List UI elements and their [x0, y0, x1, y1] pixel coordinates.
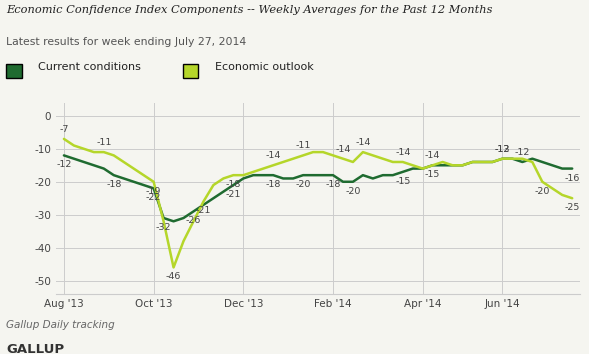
Text: -12: -12	[515, 148, 530, 157]
Text: -18: -18	[266, 180, 281, 189]
Text: -14: -14	[395, 148, 411, 157]
Text: Gallup Daily tracking: Gallup Daily tracking	[6, 320, 115, 330]
Text: -15: -15	[425, 170, 441, 179]
Text: -14: -14	[335, 145, 350, 154]
Text: -11: -11	[96, 138, 111, 147]
Text: -14: -14	[425, 152, 441, 160]
Text: -13: -13	[495, 145, 510, 154]
Text: Economic Confidence Index Components -- Weekly Averages for the Past 12 Months: Economic Confidence Index Components -- …	[6, 5, 492, 15]
Text: -32: -32	[156, 223, 171, 232]
Text: Economic outlook: Economic outlook	[215, 62, 314, 72]
Text: -15: -15	[395, 177, 411, 186]
Text: -19: -19	[146, 187, 161, 196]
Text: GALLUP: GALLUP	[6, 343, 64, 354]
Text: -12: -12	[495, 145, 510, 154]
Text: -25: -25	[564, 203, 580, 212]
Text: -14: -14	[355, 138, 370, 147]
Text: -18: -18	[106, 180, 121, 189]
Text: -21: -21	[196, 206, 211, 216]
Text: -20: -20	[535, 187, 550, 196]
Text: -20: -20	[345, 187, 360, 196]
Text: -11: -11	[296, 142, 311, 150]
Text: Latest results for week ending July 27, 2014: Latest results for week ending July 27, …	[6, 37, 246, 47]
Text: -26: -26	[186, 216, 201, 225]
Text: -18: -18	[226, 180, 241, 189]
Text: -20: -20	[296, 180, 311, 189]
Text: Current conditions: Current conditions	[38, 62, 141, 72]
Text: -12: -12	[56, 160, 72, 169]
Text: -7: -7	[59, 125, 68, 134]
Text: -22: -22	[146, 193, 161, 202]
Text: -14: -14	[266, 152, 281, 160]
Text: -21: -21	[226, 190, 241, 199]
Text: -16: -16	[564, 173, 580, 183]
Text: -46: -46	[166, 272, 181, 281]
Text: -18: -18	[325, 180, 340, 189]
